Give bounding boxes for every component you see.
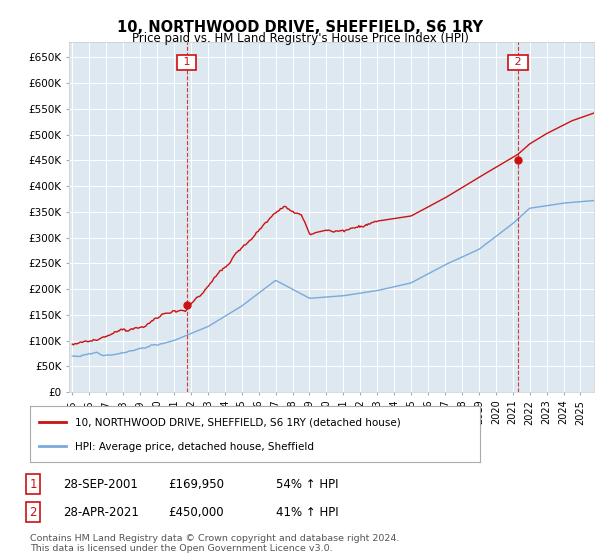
Text: Price paid vs. HM Land Registry's House Price Index (HPI): Price paid vs. HM Land Registry's House … bbox=[131, 32, 469, 45]
Text: Contains HM Land Registry data © Crown copyright and database right 2024.
This d: Contains HM Land Registry data © Crown c… bbox=[30, 534, 400, 553]
Text: £169,950: £169,950 bbox=[168, 478, 224, 491]
Text: 28-APR-2021: 28-APR-2021 bbox=[63, 506, 139, 519]
Text: 10, NORTHWOOD DRIVE, SHEFFIELD, S6 1RY: 10, NORTHWOOD DRIVE, SHEFFIELD, S6 1RY bbox=[117, 20, 483, 35]
Text: 28-SEP-2001: 28-SEP-2001 bbox=[63, 478, 138, 491]
Text: 10, NORTHWOOD DRIVE, SHEFFIELD, S6 1RY (detached house): 10, NORTHWOOD DRIVE, SHEFFIELD, S6 1RY (… bbox=[75, 418, 401, 428]
Text: 41% ↑ HPI: 41% ↑ HPI bbox=[276, 506, 338, 519]
Text: £450,000: £450,000 bbox=[168, 506, 224, 519]
Text: 2: 2 bbox=[29, 506, 37, 519]
Text: 54% ↑ HPI: 54% ↑ HPI bbox=[276, 478, 338, 491]
Text: 1: 1 bbox=[29, 478, 37, 491]
Text: HPI: Average price, detached house, Sheffield: HPI: Average price, detached house, Shef… bbox=[75, 442, 314, 452]
Text: 2: 2 bbox=[511, 58, 525, 67]
Text: 1: 1 bbox=[180, 58, 194, 67]
